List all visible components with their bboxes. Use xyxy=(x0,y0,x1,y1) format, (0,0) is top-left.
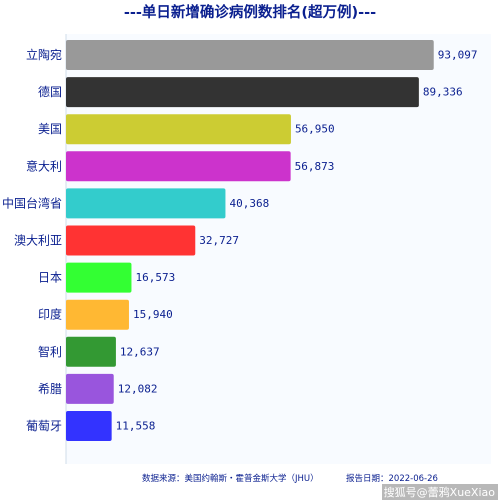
bar-8 xyxy=(66,336,116,367)
data-source: 数据来源：美国约翰斯・霍普金斯大学（JHU） xyxy=(142,473,319,484)
report-date: 报告日期：2022-06-26 xyxy=(346,473,438,484)
bar-3 xyxy=(66,151,291,182)
bar-10 xyxy=(66,411,112,441)
value-label: 11,558 xyxy=(116,420,156,433)
bar-4 xyxy=(66,188,226,219)
value-label: 15,940 xyxy=(133,308,173,321)
bar-7 xyxy=(66,299,129,330)
bar-1 xyxy=(66,77,419,108)
bars xyxy=(66,40,434,441)
category-label: 印度 xyxy=(38,307,62,322)
category-label: 中国台湾省 xyxy=(2,195,62,210)
value-label: 16,573 xyxy=(135,271,175,284)
bar-2 xyxy=(66,114,291,145)
category-label: 立陶宛 xyxy=(26,47,62,62)
category-label: 德国 xyxy=(38,84,62,99)
category-label: 希腊 xyxy=(38,381,62,396)
bar-6 xyxy=(66,262,132,293)
category-label: 美国 xyxy=(38,122,62,136)
value-label: 40,368 xyxy=(229,197,269,210)
value-labels: 93,097 89,336 56,950 56,873 40,368 32,727 16,5… xyxy=(116,49,478,433)
bar-9 xyxy=(66,373,114,404)
category-label: 澳大利亚 xyxy=(14,234,62,248)
value-label: 12,082 xyxy=(118,382,158,395)
bar-5 xyxy=(66,225,196,256)
watermark: 搜狐号@蕾鸦XueXiao xyxy=(384,485,496,499)
value-label: 93,097 xyxy=(438,49,478,62)
value-label: 56,950 xyxy=(295,123,335,136)
category-label: 智利 xyxy=(38,344,62,359)
value-label: 32,727 xyxy=(199,234,239,247)
value-label: 12,637 xyxy=(120,345,160,358)
value-label: 89,336 xyxy=(423,86,463,99)
watermark-backdrop xyxy=(382,484,498,500)
category-label: 日本 xyxy=(38,271,62,285)
category-label: 意大利 xyxy=(26,158,62,173)
chart-title: ---单日新增确诊病例数排名(超万例)--- xyxy=(124,3,376,21)
value-label: 56,873 xyxy=(295,160,335,173)
category-label: 葡萄牙 xyxy=(26,419,62,433)
bar-0 xyxy=(66,40,434,70)
